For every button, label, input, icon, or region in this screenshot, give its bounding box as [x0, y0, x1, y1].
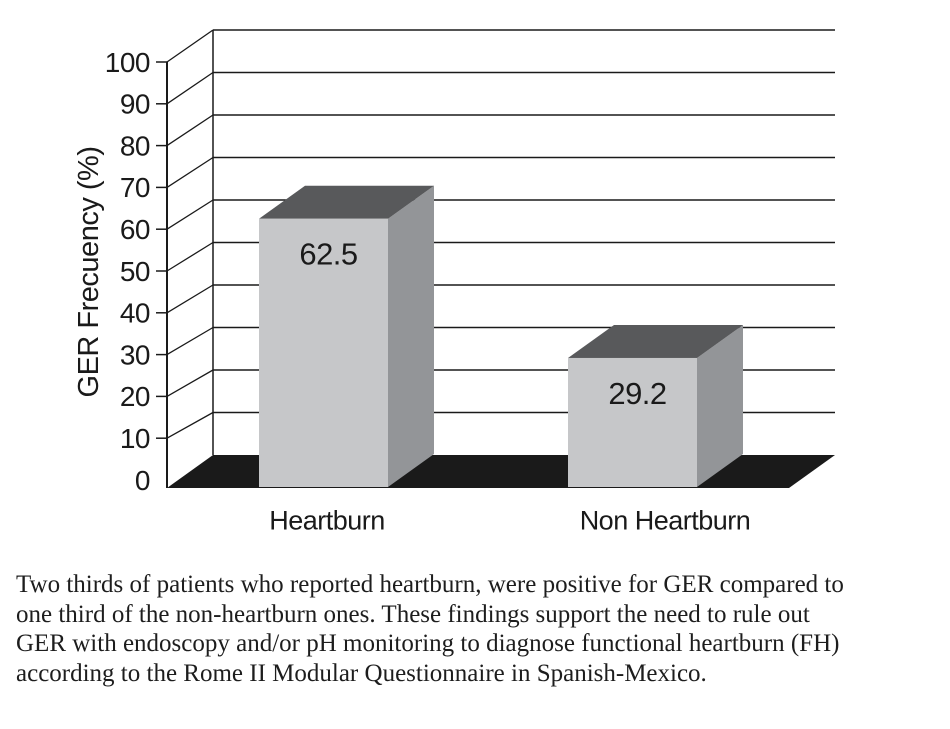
- caption-line: one third of the non-heartburn ones. The…: [16, 600, 810, 628]
- depth-gridline: [166, 114, 214, 147]
- y-tick-label: 10: [120, 423, 150, 454]
- figure-caption: Two thirds of patients who reported hear…: [16, 570, 936, 688]
- depth-gridline: [166, 156, 214, 188]
- bar-front-face: [568, 357, 697, 487]
- y-tick-label: 90: [120, 89, 150, 120]
- depth-gridline: [166, 241, 214, 272]
- caption-line: Two thirds of patients who reported hear…: [16, 571, 844, 598]
- depth-gridline: [166, 71, 214, 105]
- chart-canvas: 0 10 20 30 40 50 60 70 80 90 100 62.5 Heartburn 29.2 N…: [73, 29, 835, 535]
- bar-front-face: [259, 218, 388, 487]
- depth-gridline: [166, 284, 214, 314]
- depth-gridline: [166, 369, 214, 397]
- bar-top-face: [259, 185, 434, 219]
- y-tick-label: 100: [105, 47, 150, 78]
- bar-side-face: [388, 185, 434, 487]
- y-tick-label: 40: [120, 298, 150, 329]
- depth-gridline: [166, 199, 214, 230]
- depth-gridline: [166, 411, 214, 439]
- y-tick-label: 0: [135, 465, 150, 496]
- y-tick-label: 30: [120, 339, 150, 370]
- caption-line: according to the Rome II Modular Questio…: [16, 659, 707, 687]
- depth-gridline: [166, 326, 214, 356]
- ger-frequency-bar-chart: 0 10 20 30 40 50 60 70 80 90 100 62.5 Heartburn 29.2 N…: [73, 29, 835, 535]
- bar-value-label: 62.5: [299, 237, 357, 272]
- caption-line: GER with endoscopy and/or pH monitoring …: [16, 630, 840, 657]
- category-label: Heartburn: [269, 505, 385, 535]
- y-tick-label: 20: [120, 381, 150, 412]
- y-tick-label: 80: [120, 130, 150, 161]
- bar-side-face: [697, 324, 743, 487]
- depth-gridline: [166, 29, 214, 63]
- category-label: Non Heartburn: [580, 505, 751, 535]
- y-axis-title: GER Frecuency (%): [73, 147, 105, 398]
- y-tick-label: 70: [120, 172, 150, 203]
- y-tick-label: 60: [120, 214, 150, 245]
- bar-top-face: [568, 324, 743, 358]
- y-tick-label: 50: [120, 256, 150, 287]
- bar-value-label: 29.2: [608, 376, 666, 411]
